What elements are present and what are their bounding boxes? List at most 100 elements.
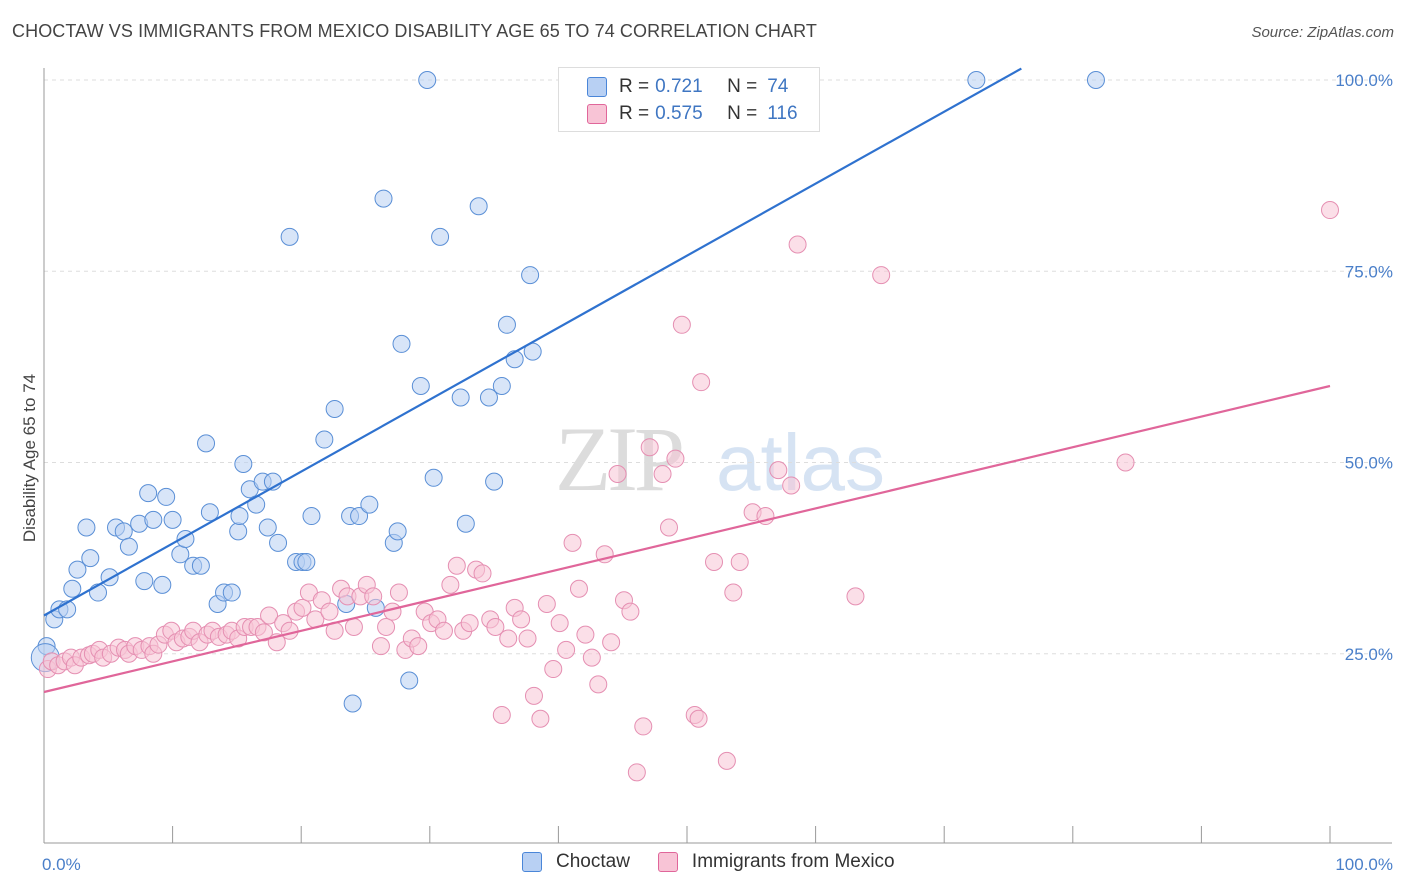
data-point-choctaw: [451, 388, 470, 407]
trend-lines: [43, 67, 1331, 694]
data-point-mexico: [692, 373, 711, 392]
legend-row-choctaw: R = 0.721 N = 74: [559, 73, 788, 101]
data-point-mexico: [544, 660, 563, 679]
data-point-choctaw: [388, 522, 407, 541]
data-point-choctaw: [343, 694, 362, 713]
legend-n-label: N =: [727, 76, 758, 97]
data-point-mexico: [492, 705, 511, 724]
trend-line-mexico: [43, 384, 1331, 694]
x-tick-label: 0.0%: [42, 855, 81, 874]
data-point-mexico: [364, 587, 383, 606]
watermark: ZIP atlas: [555, 408, 885, 510]
data-point-choctaw: [521, 266, 540, 285]
data-point-choctaw: [456, 514, 475, 533]
legend-item-choctaw[interactable]: Choctaw: [522, 851, 630, 873]
data-point-mexico: [320, 602, 339, 621]
data-point-choctaw: [247, 495, 266, 514]
tick-labels: 25.0% 50.0% 75.0% 100.0% 0.0% 100.0%: [42, 71, 1393, 874]
chart-title: CHOCTAW VS IMMIGRANTS FROM MEXICO DISABI…: [12, 21, 817, 41]
data-point-choctaw: [350, 507, 369, 526]
data-point-mexico: [260, 606, 279, 625]
data-point-choctaw: [1086, 71, 1105, 89]
data-point-choctaw: [222, 583, 241, 602]
data-point-choctaw: [269, 533, 288, 552]
legend-swatch-choctaw: [522, 852, 542, 872]
data-point-choctaw: [485, 472, 504, 491]
y-tick-label: 50.0%: [1345, 454, 1393, 473]
data-point-choctaw: [230, 507, 249, 526]
data-point-choctaw: [144, 510, 163, 529]
data-point-mexico: [447, 556, 466, 575]
data-point-mexico: [634, 717, 653, 736]
data-point-mexico: [531, 709, 550, 728]
data-point-mexico: [254, 623, 273, 642]
data-point-mexico: [371, 637, 390, 656]
data-point-mexico: [666, 449, 685, 468]
data-point-mexico: [608, 464, 627, 483]
data-point-choctaw: [119, 537, 138, 556]
data-point-mexico: [589, 675, 608, 694]
data-point-mexico: [621, 602, 640, 621]
series-legend: Choctaw Immigrants from Mexico: [522, 851, 923, 873]
data-point-mexico: [460, 614, 479, 633]
data-point-mexico: [724, 583, 743, 602]
axes: [43, 68, 1392, 844]
data-point-mexico: [672, 315, 691, 334]
data-point-mexico: [846, 587, 865, 606]
data-point-choctaw: [280, 227, 299, 246]
data-point-mexico: [486, 617, 505, 636]
trend-line-choctaw: [43, 67, 1022, 617]
legend-swatch-pink: [587, 104, 607, 124]
legend-label-mexico: Immigrants from Mexico: [691, 851, 895, 872]
data-point-mexico: [582, 648, 601, 667]
data-point-mexico: [557, 640, 576, 659]
data-point-mexico: [1116, 453, 1135, 472]
legend-swatch-mexico: [657, 852, 678, 872]
data-point-mexico: [569, 579, 588, 598]
data-point-mexico: [1321, 201, 1339, 220]
series-choctaw-points: [30, 71, 1105, 713]
data-point-mexico: [389, 583, 408, 602]
data-point-mexico: [627, 763, 646, 782]
data-point-choctaw: [967, 71, 986, 89]
watermark-zip: ZIP: [555, 408, 682, 510]
y-tick-label: 75.0%: [1345, 262, 1393, 281]
data-point-mexico: [705, 552, 724, 571]
data-point-choctaw: [360, 495, 379, 514]
data-point-choctaw: [77, 518, 96, 537]
watermark-atlas: atlas: [716, 418, 885, 507]
data-point-choctaw: [68, 560, 87, 579]
data-point-mexico: [537, 595, 556, 614]
data-point-mexico: [280, 621, 299, 640]
data-point-choctaw: [81, 549, 100, 568]
data-point-choctaw: [424, 468, 443, 487]
data-point-choctaw: [374, 189, 393, 208]
data-point-choctaw: [418, 71, 437, 89]
data-point-choctaw: [315, 430, 334, 449]
data-point-mexico: [550, 614, 569, 633]
data-point-choctaw: [492, 377, 511, 395]
data-point-mexico: [512, 610, 531, 629]
data-point-mexico: [383, 602, 402, 621]
data-point-mexico: [730, 552, 749, 571]
data-point-choctaw: [89, 583, 108, 602]
data-point-mexico: [409, 637, 428, 656]
data-point-mexico: [499, 629, 518, 648]
data-point-choctaw: [325, 399, 344, 418]
data-point-choctaw: [157, 487, 176, 506]
data-point-choctaw: [497, 315, 516, 334]
data-point-choctaw: [163, 510, 182, 529]
data-point-choctaw: [229, 522, 248, 541]
legend-item-mexico[interactable]: Immigrants from Mexico: [657, 851, 895, 873]
data-point-mexico: [640, 438, 659, 457]
legend-row-mexico: R = 0.575 N = 116: [559, 100, 798, 128]
data-point-mexico: [473, 564, 492, 583]
data-point-mexico: [717, 751, 736, 770]
data-point-choctaw: [200, 503, 219, 522]
data-point-choctaw: [135, 572, 154, 591]
legend-n-value: 74: [767, 76, 789, 97]
data-point-mexico: [872, 266, 891, 285]
data-point-choctaw: [191, 556, 210, 575]
y-tick-label: 25.0%: [1345, 645, 1393, 664]
data-point-choctaw: [139, 484, 158, 503]
